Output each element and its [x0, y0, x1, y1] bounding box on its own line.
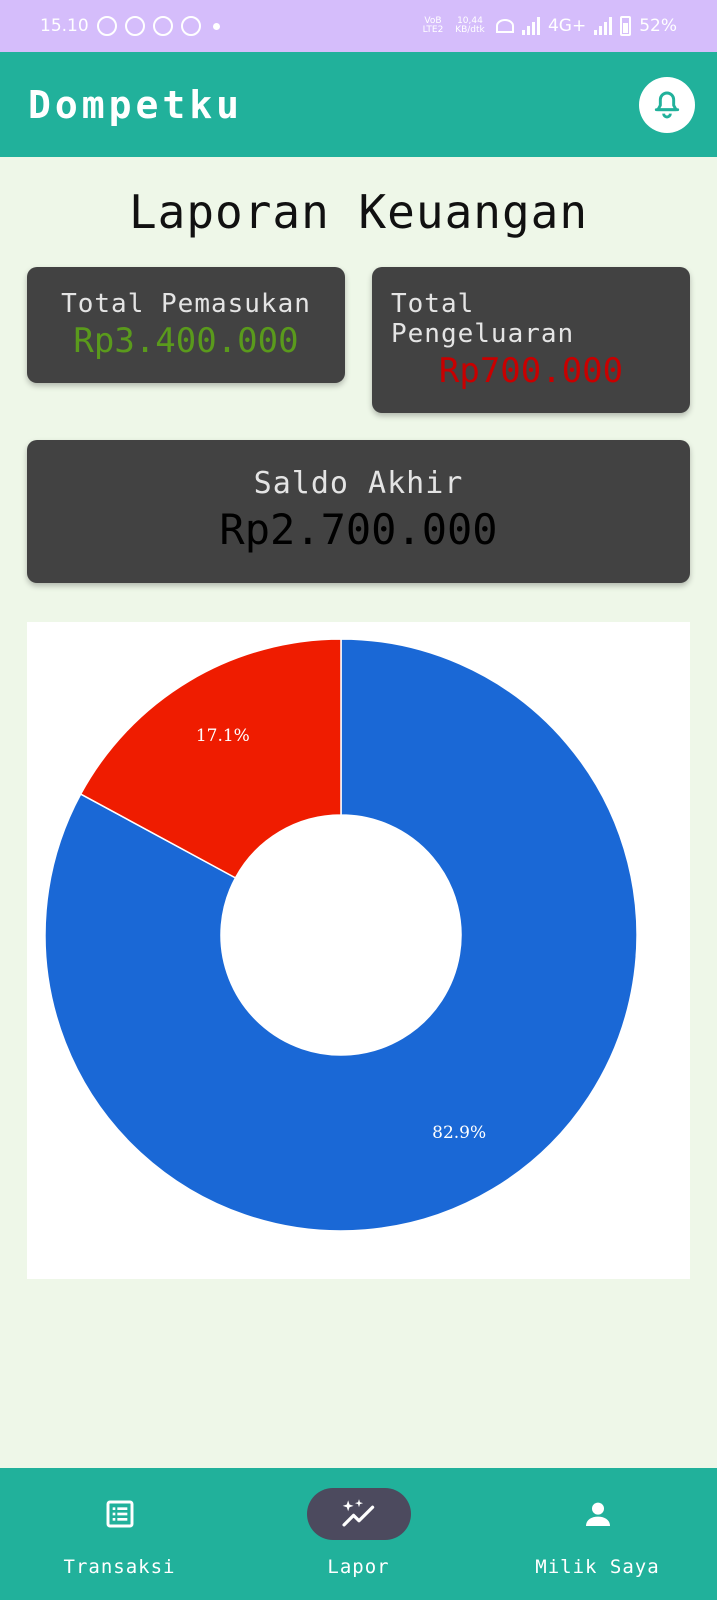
- bell-icon: [654, 91, 680, 118]
- expense-value: Rp700.000: [438, 351, 624, 391]
- whatsapp-business-icon: [96, 16, 117, 36]
- notification-button[interactable]: [639, 76, 695, 133]
- message-icon: [152, 16, 173, 36]
- donut-slice-0: [44, 638, 638, 1232]
- donut-label-0: 82.9%: [432, 1123, 486, 1143]
- donut-chart: 82.9% 17.1%: [44, 638, 638, 1232]
- page-title: Laporan Keuangan: [128, 185, 589, 239]
- bottom-nav: Transaksi Lapor Milik Saya: [0, 1468, 717, 1600]
- list-icon: [106, 1500, 133, 1528]
- nav-icon-wrap-milik-saya: [546, 1488, 650, 1540]
- sparkle-chart-icon: [341, 1499, 374, 1527]
- nav-icon-wrap-lapor: [306, 1488, 411, 1540]
- balance-label: Saldo Akhir: [253, 466, 464, 501]
- status-time: 15.10: [40, 16, 89, 36]
- nav-label-transaksi: Transaksi: [63, 1556, 176, 1578]
- income-value: Rp3.400.000: [73, 321, 299, 361]
- income-label: Total Pemasukan: [61, 289, 311, 319]
- status-right: VoB LTE2 10,44 KB/dtk 4G+ 52%: [422, 16, 677, 36]
- person-icon: [585, 1502, 610, 1526]
- hotspot-icon: [495, 19, 514, 33]
- network-type: 4G+: [547, 16, 587, 36]
- status-left: 15.10: [40, 16, 220, 36]
- nav-icon-wrap-transaksi: [68, 1488, 172, 1540]
- nav-item-transaksi[interactable]: Transaksi: [0, 1468, 239, 1600]
- message-icon-2: [180, 16, 201, 36]
- nav-item-milik-saya[interactable]: Milik Saya: [478, 1468, 717, 1600]
- donut-label-1: 17.1%: [196, 726, 250, 746]
- expense-card: Total Pengeluaran Rp700.000: [372, 267, 690, 413]
- battery-icon: [620, 16, 632, 36]
- income-card: Total Pemasukan Rp3.400.000: [27, 267, 345, 383]
- app-title: Dompetku: [28, 82, 244, 127]
- net-speed: 10,44 KB/dtk: [455, 16, 485, 35]
- battery-level: 52%: [639, 16, 677, 36]
- signal-icon: [521, 17, 540, 35]
- whatsapp-icon: [124, 16, 145, 36]
- app-bar: Dompetku: [0, 52, 717, 157]
- volte-indicator: VoB LTE2: [422, 16, 444, 35]
- signal-icon-2: [594, 17, 613, 35]
- balance-value: Rp2.700.000: [219, 505, 498, 554]
- chart-panel: 82.9% 17.1%: [27, 622, 690, 1279]
- nav-label-milik-saya: Milik Saya: [535, 1556, 660, 1578]
- expense-label: Total Pengeluaran: [391, 289, 575, 349]
- donut-slice-1: [79, 638, 342, 879]
- balance-card: Saldo Akhir Rp2.700.000: [27, 440, 690, 583]
- status-bar: 15.10 VoB LTE2 10,44 KB/dtk 4G+ 52%: [0, 0, 717, 52]
- nav-item-lapor[interactable]: Lapor: [239, 1468, 478, 1600]
- more-notifications-icon: [212, 22, 220, 30]
- nav-label-lapor: Lapor: [327, 1556, 390, 1578]
